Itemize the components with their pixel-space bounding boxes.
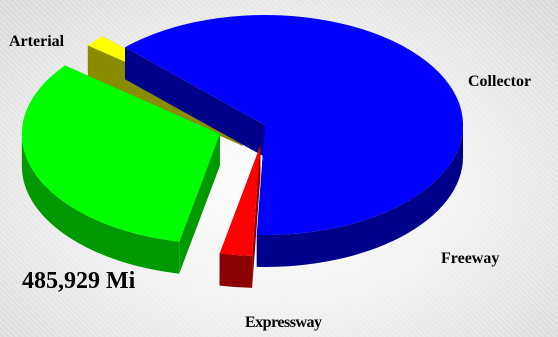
total-mileage-label: 485,929 Mi <box>22 268 136 294</box>
pie-slice-arterial <box>124 14 464 267</box>
pie-rim <box>219 253 253 288</box>
label-collector: Collector <box>468 73 532 90</box>
pie-top-collector <box>219 145 261 256</box>
pie-top-arterial <box>124 14 464 236</box>
pie-rim <box>256 125 463 267</box>
pie-wall <box>179 134 220 274</box>
pie-wall <box>124 47 265 157</box>
pie-top-freeway <box>21 65 220 242</box>
label-freeway: Freeway <box>441 250 500 267</box>
pie-slice-freeway <box>21 65 220 274</box>
pie-slice-collector <box>219 145 261 288</box>
pie-rim <box>21 134 180 274</box>
label-expressway: Expressway <box>245 314 322 331</box>
label-arterial: Arterial <box>9 33 65 50</box>
